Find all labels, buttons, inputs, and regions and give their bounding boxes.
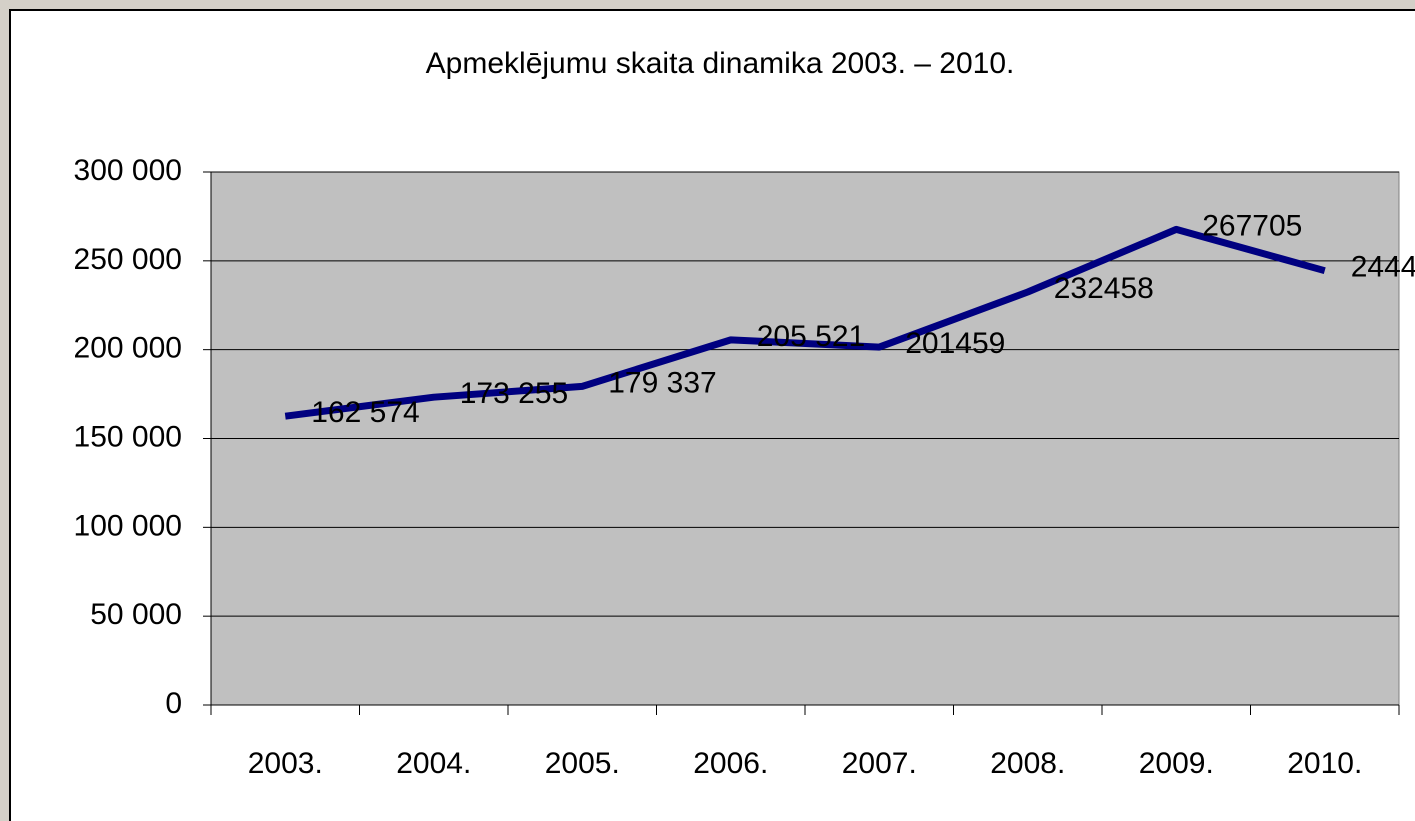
data-label: 162 574 xyxy=(311,396,419,429)
x-tick-label: 2004. xyxy=(396,747,471,780)
x-tick-label: 2010. xyxy=(1287,747,1362,780)
chart-title: Apmeklējumu skaita dinamika 2003. – 2010… xyxy=(426,47,1015,80)
y-tick-label: 150 000 xyxy=(74,420,182,453)
y-tick-label: 200 000 xyxy=(74,332,182,365)
data-label: 205 521 xyxy=(757,320,865,353)
data-label: 201459 xyxy=(905,327,1005,360)
x-tick-label: 2008. xyxy=(990,747,1065,780)
y-tick-label: 0 xyxy=(165,687,182,720)
x-tick-label: 2006. xyxy=(693,747,768,780)
x-tick-label: 2003. xyxy=(248,747,323,780)
x-tick-label: 2005. xyxy=(545,747,620,780)
x-tick-label: 2007. xyxy=(842,747,917,780)
data-line xyxy=(284,225,1326,420)
data-label: 232458 xyxy=(1054,272,1154,305)
data-label: 267705 xyxy=(1202,209,1302,242)
y-tick-label: 300 000 xyxy=(74,154,182,187)
data-label: 179 337 xyxy=(608,366,716,399)
y-tick-label: 50 000 xyxy=(90,598,182,631)
y-tick-label: 100 000 xyxy=(74,509,182,542)
data-label: 173 255 xyxy=(460,377,568,410)
x-tick-label: 2009. xyxy=(1139,747,1214,780)
y-tick-label: 250 000 xyxy=(74,243,182,276)
data-label: 244452 xyxy=(1351,251,1415,284)
